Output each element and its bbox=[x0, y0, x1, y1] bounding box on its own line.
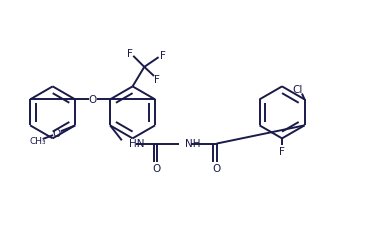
Text: CH₃: CH₃ bbox=[30, 137, 47, 146]
Text: O: O bbox=[53, 129, 61, 139]
Text: NH: NH bbox=[185, 138, 200, 148]
Text: Cl: Cl bbox=[293, 85, 303, 95]
Text: O: O bbox=[88, 95, 97, 105]
Text: O: O bbox=[153, 164, 161, 174]
Text: F: F bbox=[159, 51, 165, 61]
Text: F: F bbox=[279, 147, 285, 157]
Text: O: O bbox=[213, 164, 221, 174]
Text: HN: HN bbox=[129, 138, 144, 148]
Text: F: F bbox=[154, 74, 160, 84]
Text: F: F bbox=[127, 48, 133, 58]
